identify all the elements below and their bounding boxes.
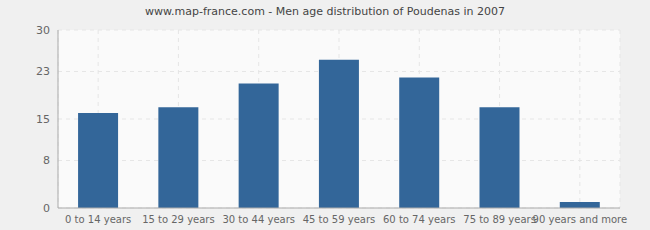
svg-text:8: 8 [43, 154, 50, 167]
svg-text:90 years and more: 90 years and more [533, 214, 628, 225]
svg-text:30 to 44 years: 30 to 44 years [222, 214, 295, 225]
svg-text:0: 0 [43, 202, 50, 215]
svg-text:75 to 89 years: 75 to 89 years [463, 214, 536, 225]
svg-text:60 to 74 years: 60 to 74 years [383, 214, 456, 225]
svg-text:15 to 29 years: 15 to 29 years [142, 214, 215, 225]
svg-text:30: 30 [36, 24, 50, 37]
svg-text:15: 15 [36, 113, 50, 126]
html-text:www.map-france.com - Men age d: www.map-france.com - Men age distributio… [145, 5, 505, 18]
svg-text:23: 23 [36, 65, 50, 78]
svg-text:45 to 59 years: 45 to 59 years [303, 214, 376, 225]
svg-text:0 to 14 years: 0 to 14 years [65, 214, 131, 225]
